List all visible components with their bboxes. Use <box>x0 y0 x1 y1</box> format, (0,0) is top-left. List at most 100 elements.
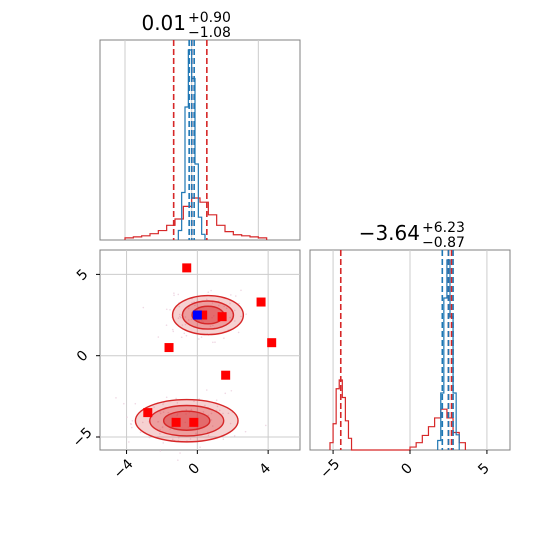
scatter-contour-level <box>149 404 225 437</box>
scatter-sample-dot <box>178 305 181 308</box>
hist-x-blue-histogram <box>177 49 206 240</box>
scatter-red-square <box>221 370 231 380</box>
scatter-sample-dot <box>202 411 205 413</box>
scatter-sample-dot <box>193 400 195 403</box>
scatter-sample-dot <box>190 318 193 321</box>
scatter-sample-dot <box>175 397 177 400</box>
scatter-red-square <box>171 417 181 427</box>
scatter-sample-dot <box>187 319 190 321</box>
hist-x-frame <box>99 39 301 241</box>
scatter-sample-dot <box>238 302 240 305</box>
scatter-sample-dot <box>159 412 162 415</box>
scatter-sample-dot <box>205 389 208 391</box>
scatter-sample-dot <box>223 305 225 308</box>
scatter-sample-dot <box>240 289 242 292</box>
scatter-sample-dot <box>183 332 186 335</box>
scatter-sample-dot <box>204 404 206 407</box>
scatter-sample-dot <box>165 324 168 326</box>
scatter-sample-dot <box>230 389 233 392</box>
scatter-sample-dot <box>169 428 171 431</box>
scatter-red-square <box>189 417 199 427</box>
scatter-sample-dot <box>190 408 193 411</box>
scatter-sample-dot <box>177 459 179 461</box>
scatter-sample-dot <box>128 441 130 443</box>
scatter-sample-dot <box>193 301 195 303</box>
scatter-sample-dot <box>212 314 215 317</box>
scatter-sample-dot <box>115 397 117 399</box>
scatter-sample-dot <box>240 315 242 318</box>
scatter-sample-dot <box>198 398 201 400</box>
scatter-sample-dot <box>233 309 236 312</box>
scatter-sample-dot <box>211 302 214 304</box>
scatter-sample-dot <box>159 450 162 452</box>
scatter-sample-dot <box>162 403 164 406</box>
scatter-sample-dot <box>179 316 182 319</box>
scatter-sample-dot <box>177 293 180 296</box>
scatter-sample-dot <box>207 291 210 294</box>
scatter-sample-dot <box>184 421 187 424</box>
scatter-sample-dot <box>185 334 188 337</box>
scatter-points <box>143 263 277 427</box>
scatter-sample-dot <box>171 438 174 441</box>
scatter-sample-dot <box>184 316 187 318</box>
scatter-sample-dot <box>185 408 188 411</box>
scatter-sample-dot <box>214 341 216 343</box>
scatter-sample-dot <box>172 330 175 333</box>
scatter-sample-dot <box>176 414 178 417</box>
scatter-sample-dot <box>229 302 231 305</box>
hist-y-red-histogram <box>329 379 466 451</box>
scatter-sample-dot <box>177 317 180 319</box>
scatter-sample-dot <box>131 419 134 422</box>
scatter-sample-dot <box>162 411 165 413</box>
hist-y-grid <box>332 250 488 450</box>
scatter-sample-dot <box>165 308 168 311</box>
scatter-sample-dot <box>142 306 145 309</box>
scatter-sample-dot <box>161 426 164 428</box>
scatter-sample-dot <box>200 336 203 338</box>
hist-x-quantile-lines <box>172 40 208 240</box>
scatter-red-square <box>256 297 266 307</box>
scatter-sample-dot <box>141 421 144 424</box>
scatter-sample-dot <box>173 292 175 294</box>
scatter-red-square <box>182 263 192 273</box>
scatter-sample-dot <box>187 426 190 428</box>
scatter-sample-dot <box>179 315 181 318</box>
scatter-sample-dot <box>223 337 225 340</box>
scatter-sample-dot <box>139 431 142 434</box>
scatter-sample-dot <box>211 425 214 427</box>
scatter-sample-dot <box>153 406 155 408</box>
scatter-sample-dot <box>177 436 180 439</box>
scatter-sample-dot <box>184 323 187 326</box>
scatter-sample-dot <box>207 414 210 417</box>
scatter-sample-dot <box>159 428 161 431</box>
scatter-sample-dot <box>207 434 210 437</box>
scatter-sample-dot <box>205 298 208 301</box>
scatter-sample-dot <box>126 416 128 418</box>
scatter-sample-dot <box>244 430 247 433</box>
scatter-sample-dot <box>233 434 236 437</box>
scatter-sample-dot <box>148 436 151 439</box>
scatter-sample-dot <box>181 324 184 326</box>
scatter-sample-dot <box>218 304 220 307</box>
hist-x-red-histogram <box>124 197 268 240</box>
hist-x-histograms <box>124 49 268 240</box>
scatter-sample-dot <box>185 413 187 415</box>
hist-x-title-sup: +0.90 <box>188 10 231 26</box>
scatter-sample-dot <box>169 308 171 311</box>
scatter-sample-dot <box>227 412 230 415</box>
scatter-sample-dot <box>229 316 231 319</box>
scatter-sample-dot <box>199 446 201 449</box>
scatter-sample-dot <box>211 316 213 319</box>
scatter-sample-dot <box>191 301 193 304</box>
scatter-sample-dot <box>198 338 200 340</box>
scatter-sample-dot <box>202 321 205 324</box>
scatter-sample-dot <box>218 409 221 412</box>
scatter-sample-dot <box>224 392 227 395</box>
scatter-contour-level <box>162 410 211 431</box>
scatter-sample-dot <box>189 438 192 440</box>
scatter-sample-dot <box>245 313 247 315</box>
scatter-sample-dot <box>131 426 133 429</box>
scatter-sample-dot <box>210 289 212 292</box>
